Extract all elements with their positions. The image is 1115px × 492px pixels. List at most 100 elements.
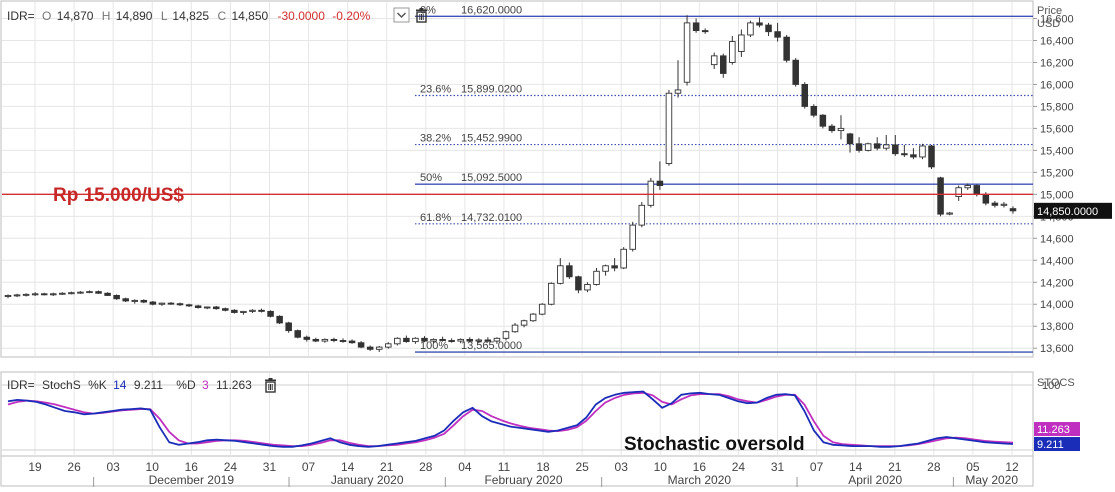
stoch-trash-icon[interactable] [265, 378, 276, 393]
candle-down [892, 144, 899, 155]
svg-text:IDR= O 14,870: IDR= O 14,870 H 14,890 L 14,825 C 14,850… [7, 9, 371, 23]
x-day-tick-label: 10 [146, 460, 160, 474]
stoch-legend: IDR= StochS %K 14 9.211 %D 3 11.263 [7, 378, 276, 393]
candle-down [928, 145, 935, 168]
x-day-tick-label: 07 [810, 460, 824, 474]
candle-up [31, 293, 39, 296]
x-day-tick-label: 12 [1005, 460, 1019, 474]
candle-up [385, 343, 392, 348]
candle-down [1009, 208, 1017, 212]
candle-down [828, 125, 836, 132]
candle-down [439, 338, 446, 341]
candle-down [973, 185, 981, 195]
candle-up [502, 331, 510, 339]
price-legend: IDR= O 14,870 H 14,890 L 14,825 C 14,850… [7, 7, 427, 23]
candle-up [68, 292, 75, 295]
candle-up [593, 270, 600, 285]
x-day-tick-label: 14 [341, 460, 355, 474]
candle-down [819, 114, 827, 127]
candle-down [720, 55, 727, 74]
candle-down [113, 295, 120, 300]
open-label: O [42, 9, 51, 23]
x-day-tick-label: 03 [106, 460, 120, 474]
trash-icon[interactable] [416, 8, 427, 23]
candle-up [1000, 203, 1008, 206]
y-tick-label: 14,600 [1040, 233, 1074, 245]
x-day-tick-label: 21 [888, 460, 902, 474]
x-day-tick-label: 24 [732, 460, 746, 474]
k-period: 14 [113, 378, 127, 392]
high-value: 14,890 [116, 9, 153, 23]
candle-down [846, 133, 854, 145]
y-tick-label: 15,000 [1040, 189, 1074, 201]
candle-down [122, 298, 129, 302]
x-month-label: March 2020 [668, 473, 732, 487]
fib-level-value: 13,565.0000 [461, 340, 522, 352]
candle-up [683, 22, 691, 83]
candle-up [629, 224, 636, 250]
candle-down [756, 22, 763, 26]
candle-down [982, 193, 990, 204]
stoch-axis-title: STOCS [1037, 377, 1075, 389]
candle-down [910, 154, 917, 158]
x-day-tick-label: 31 [771, 460, 785, 474]
close-value: 14,850 [231, 9, 268, 23]
fib-level-percent: 38.2% [420, 133, 451, 145]
change-value: -30.0000 [278, 9, 326, 23]
x-day-tick-label: 05 [966, 460, 980, 474]
candle-up [131, 299, 139, 302]
candle-down [937, 177, 944, 215]
candle-up [77, 291, 84, 294]
y-tick-label: 13,800 [1040, 321, 1074, 333]
x-day-tick-label: 16 [693, 460, 707, 474]
x-month-label: January 2020 [331, 473, 404, 487]
fib-level-value: 15,899.0200 [461, 84, 522, 96]
candle-up [249, 309, 256, 312]
candle-down [212, 306, 220, 310]
stochastic-series [7, 390, 1014, 448]
candle-up [584, 284, 591, 291]
high-label: H [102, 9, 111, 23]
candle-up [86, 291, 93, 294]
candle-up [747, 22, 754, 36]
candle-down [231, 309, 238, 313]
candle-up [240, 310, 247, 313]
candle-down [801, 83, 809, 107]
candle-down [194, 305, 202, 308]
x-day-tick-label: 16 [185, 460, 199, 474]
x-day-tick-label: 31 [263, 460, 277, 474]
candle-up [620, 248, 627, 269]
x-day-tick-label: 26 [67, 460, 81, 474]
stoch-annotation: Stochastic oversold [624, 434, 805, 455]
fib-level-percent: 50% [420, 172, 442, 184]
stoch-d-line [7, 391, 1014, 448]
y-tick-label: 16,400 [1040, 35, 1074, 47]
candle-down [575, 276, 582, 291]
x-day-tick-label: 10 [654, 460, 668, 474]
y-tick-label: 14,400 [1040, 255, 1074, 267]
fib-level-percent: 100% [420, 340, 448, 352]
price-axis-unit: USD [1037, 18, 1060, 30]
candle-up [955, 187, 962, 197]
candlestick-series [4, 15, 1017, 353]
y-tick-label: 15,800 [1040, 101, 1074, 113]
x-day-tick-label: 24 [224, 460, 238, 474]
candle-up [538, 303, 546, 315]
candle-up [864, 143, 872, 151]
last-price-label: 14,850.0000 [1037, 206, 1098, 218]
x-day-tick-label: 14 [849, 460, 863, 474]
candle-down [421, 337, 428, 342]
x-day-tick-label: 25 [575, 460, 589, 474]
candle-up [837, 127, 845, 132]
candle-down [222, 308, 229, 311]
chevron-down-icon[interactable] [393, 7, 410, 23]
candle-down [810, 105, 818, 116]
candle-up [710, 55, 718, 66]
candle-down [276, 315, 283, 324]
d-label: %D [176, 378, 196, 392]
y-tick-label: 16,000 [1040, 79, 1074, 91]
candle-up [13, 294, 21, 297]
candle-down [104, 292, 111, 296]
candle-down [484, 339, 492, 342]
